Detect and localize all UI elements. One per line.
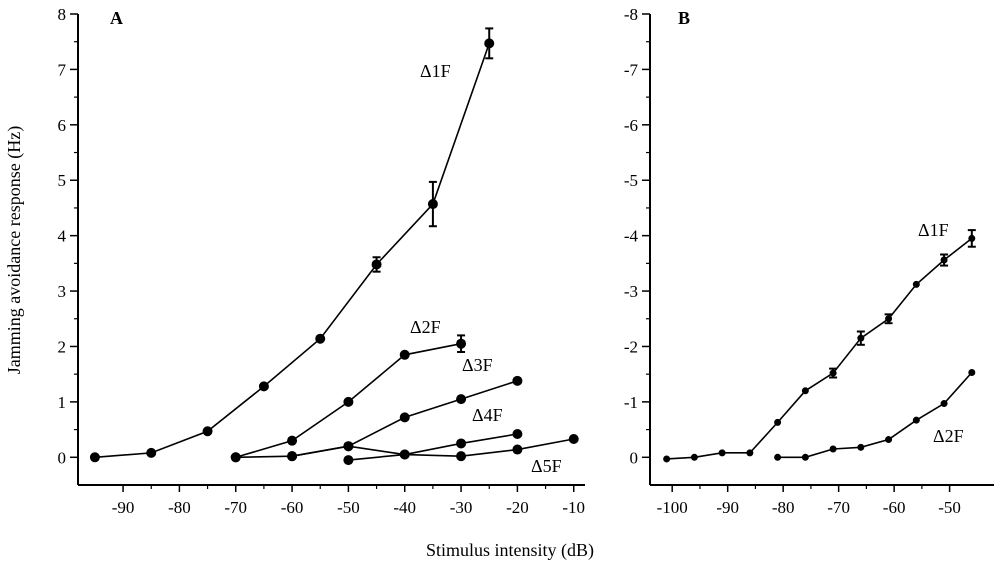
panel-a-y-tick-label: 6 (58, 116, 67, 135)
panel-a-series-2-point (287, 435, 298, 446)
panel-a-series-4-point (456, 438, 467, 449)
panel-a-series-5-point (568, 434, 579, 445)
panel-a-series-5-point (512, 444, 523, 455)
panel-b-series-2-point (968, 369, 976, 377)
panel-b-series-1-point (857, 334, 865, 342)
panel-a-series-1-point (89, 452, 100, 463)
panel-a-series-1-point (202, 426, 213, 437)
x-axis-title: Stimulus intensity (dB) (426, 540, 594, 561)
panel-a-y-tick-label: 8 (58, 5, 67, 24)
panel-a-series-2-point (343, 396, 354, 407)
panel-a-x-tick-label: -80 (168, 498, 191, 517)
panel-a-x-tick-label: -60 (281, 498, 304, 517)
panel-a-series-1-point (371, 259, 382, 270)
panel-a-series-1-point (427, 199, 438, 210)
panel-a-series-3-point (512, 375, 523, 386)
panel-a-y-axis-title: Jamming avoidance response (Hz) (4, 126, 25, 374)
panel-b-label: B (678, 8, 690, 28)
panel-a-series-1-point (484, 38, 495, 49)
panel-b-y-tick-label: -6 (624, 116, 638, 135)
panel-a-series-5-point (399, 449, 410, 460)
panel-a-series-4-point (287, 451, 298, 462)
panel-b-series-label-2: Δ2F (933, 426, 964, 446)
panel-b-x-tick-label: -60 (883, 498, 906, 517)
panel-b-x-tick-label: -90 (716, 498, 739, 517)
panel-a-series-4-point (230, 452, 241, 463)
panel-a-series-label-4: Δ4F (472, 405, 503, 425)
panel-a-x-tick-label: -30 (450, 498, 473, 517)
panel-a-series-2-point (456, 338, 467, 349)
panel-b-series-2-point (912, 416, 920, 424)
panel-b-series-2-point (940, 400, 948, 408)
panel-a-series-label-1: Δ1F (420, 61, 451, 81)
panel-a-series-1-line (94, 43, 490, 459)
panel-a-x-tick-label: -90 (112, 498, 135, 517)
panel-a: A -90 -80 -70 -60 -50 -40 -30 -20 -10 0 1 2 3 4 5 6 7 8 Δ… (4, 5, 585, 517)
panel-b-series-2-point (801, 453, 809, 461)
panel-b-series-1-line (666, 237, 973, 460)
panel-b-y-tick-label: -1 (624, 393, 638, 412)
panel-b-series-2-point (857, 443, 865, 451)
panel-b-series-1-point (774, 418, 782, 426)
panel-b-x-tick-label: -50 (938, 498, 961, 517)
panel-a-series-2-point (399, 349, 410, 360)
panel-b-series-1-point (718, 449, 726, 457)
panel-b-series-1-point (801, 387, 809, 395)
panel-b: B -100 -90 -80 -70 -60 -50 0 -1 -2 -3 -4 -5 -6 -7 -8 Δ… (624, 5, 994, 517)
panel-a-x-tick-label: -50 (337, 498, 360, 517)
panel-a-series-5-point (343, 455, 354, 466)
panel-a-y-tick-label: 4 (58, 227, 67, 246)
panel-b-series-1-point (690, 453, 698, 461)
panel-b-series-1-point (912, 280, 920, 288)
panel-a-series-3-point (399, 412, 410, 423)
panel-b-y-tick-label: -8 (624, 5, 638, 24)
panel-a-y-tick-label: 2 (58, 337, 67, 356)
panel-a-series-3-point (456, 394, 467, 405)
panel-b-series-1-point (885, 315, 893, 323)
panel-b-series-1-point (663, 455, 671, 463)
panel-b-series-2-line (777, 371, 973, 459)
panel-a-series-4-point (512, 429, 523, 440)
panel-b-y-tick-label: -5 (624, 171, 638, 190)
panel-a-x-tick-label: -70 (224, 498, 247, 517)
panel-a-label: A (110, 8, 123, 28)
panel-b-x-tick-label: -80 (772, 498, 795, 517)
panel-a-x-tick-label: -40 (393, 498, 416, 517)
panel-b-series-2-point (885, 436, 893, 444)
panel-a-series-label-3: Δ3F (462, 355, 493, 375)
panel-a-series-1-point (258, 381, 269, 392)
panel-b-y-tick-label: -7 (624, 60, 639, 79)
panel-b-x-tick-label: -100 (657, 498, 688, 517)
panel-a-x-tick-label: -10 (562, 498, 585, 517)
panel-a-y-tick-label: 7 (58, 60, 67, 79)
panel-b-y-tick-label: 0 (630, 448, 639, 467)
panel-b-series-1-point (968, 234, 976, 242)
panel-a-y-tick-label: 0 (58, 448, 67, 467)
panel-b-series-2-point (829, 445, 837, 453)
panel-b-series-1-point (940, 256, 948, 264)
panel-a-series-1-point (315, 333, 326, 344)
panel-b-x-tick-label: -70 (827, 498, 850, 517)
panel-b-y-tick-label: -3 (624, 282, 638, 301)
panel-a-series-4-line (235, 433, 518, 459)
panel-a-y-tick-label: 5 (58, 171, 67, 190)
panel-b-series-1-point (746, 449, 754, 457)
panel-a-y-tick-label: 1 (58, 393, 67, 412)
panel-b-y-tick-label: -2 (624, 337, 638, 356)
panel-b-series-1-point (829, 369, 837, 377)
panel-a-x-tick-label: -20 (506, 498, 529, 517)
panel-a-series-label-5: Δ5F (531, 456, 562, 476)
panel-a-series-label-2: Δ2F (410, 317, 441, 337)
panel-a-y-tick-label: 3 (58, 282, 67, 301)
panel-b-y-tick-label: -4 (624, 227, 639, 246)
panel-a-series-4-point (343, 441, 354, 452)
panel-a-series-1-point (146, 447, 157, 458)
panel-b-series-2-point (774, 453, 782, 461)
panel-b-series-label-1: Δ1F (918, 220, 949, 240)
panel-a-series-5-point (456, 451, 467, 462)
